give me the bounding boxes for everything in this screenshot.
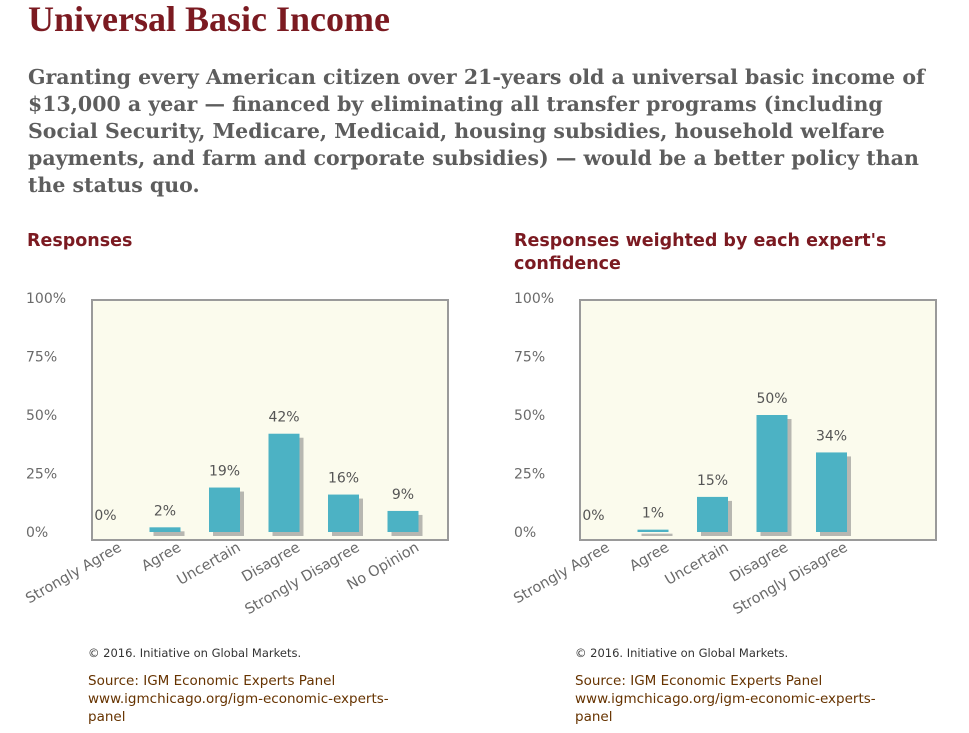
source-link-cont[interactable]: panel	[88, 709, 126, 725]
bar-shadow	[153, 531, 185, 536]
source-link[interactable]: www.igmchicago.org/igm-economic-experts-	[575, 691, 876, 707]
survey-question: Granting every American citizen over 21-…	[28, 65, 925, 197]
bar	[816, 452, 847, 532]
data-label: 34%	[816, 428, 847, 444]
source-link-cont[interactable]: panel	[575, 709, 613, 725]
x-tick-label: Strongly Agree	[23, 540, 124, 608]
bar-shadow	[641, 533, 673, 536]
bar	[637, 529, 669, 532]
bar	[149, 527, 181, 532]
chart-title-weighted-line2: confidence	[514, 254, 621, 274]
bar	[697, 496, 728, 532]
y-tick-label: 100%	[26, 291, 66, 307]
chart-title-weighted-line1: Responses weighted by each expert's	[514, 231, 887, 251]
y-tick-label: 100%	[514, 291, 554, 307]
y-tick-label: 0%	[514, 525, 536, 541]
y-tick-label: 25%	[26, 467, 57, 483]
bar	[756, 415, 788, 532]
responses-chart: 100%75%50%25%0%0%Strongly Agree2%Agree19…	[23, 291, 449, 618]
y-tick-label: 0%	[26, 525, 48, 541]
x-tick-label: Agree	[139, 540, 184, 575]
y-tick-label: 75%	[26, 350, 57, 366]
x-tick-label: Uncertain	[174, 540, 243, 589]
source-line: Source: IGM Economic Experts Panel	[575, 673, 823, 689]
y-tick-label: 25%	[514, 467, 545, 483]
y-tick-label: 50%	[26, 408, 57, 424]
page-title: Universal Basic Income	[28, 0, 390, 39]
bar	[328, 494, 359, 532]
data-label: 16%	[328, 471, 359, 487]
source-line: Source: IGM Economic Experts Panel	[88, 673, 336, 689]
chart-title-weighted: Responses weighted by each expert's conf…	[514, 230, 886, 276]
data-label: 15%	[697, 473, 728, 489]
bar	[268, 433, 300, 532]
data-label: 9%	[392, 487, 414, 503]
data-label: 0%	[582, 508, 604, 524]
source-link[interactable]: www.igmchicago.org/igm-economic-experts-	[88, 691, 389, 707]
source-left: Source: IGM Economic Experts Panel www.i…	[88, 672, 389, 726]
x-tick-label: Agree	[627, 540, 672, 575]
copyright-left: © 2016. Initiative on Global Markets.	[88, 646, 302, 660]
weighted-responses-chart: 100%75%50%25%0%0%Strongly Agree1%Agree15…	[511, 291, 937, 619]
bar	[387, 510, 419, 532]
data-label: 50%	[756, 391, 787, 407]
y-tick-label: 50%	[514, 408, 545, 424]
data-label: 2%	[154, 503, 176, 519]
x-tick-label: Uncertain	[662, 540, 731, 589]
data-label: 1%	[642, 506, 664, 522]
source-right: Source: IGM Economic Experts Panel www.i…	[575, 672, 876, 726]
data-label: 0%	[94, 508, 116, 524]
x-tick-label: Strongly Disagree	[730, 540, 850, 619]
data-label: 19%	[209, 464, 240, 480]
data-label: 42%	[268, 410, 299, 426]
x-tick-label: Strongly Agree	[511, 540, 612, 608]
bar	[209, 487, 240, 532]
copyright-right: © 2016. Initiative on Global Markets.	[575, 646, 789, 660]
y-tick-label: 75%	[514, 350, 545, 366]
chart-title-responses: Responses	[27, 231, 133, 251]
